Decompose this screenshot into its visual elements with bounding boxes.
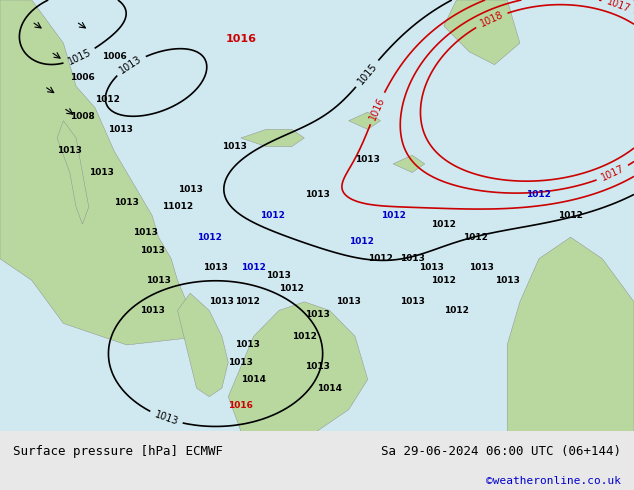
Text: 1012: 1012 — [526, 190, 552, 198]
Text: 1012: 1012 — [558, 211, 583, 220]
Text: 1013: 1013 — [495, 276, 520, 285]
Text: 1012: 1012 — [292, 332, 317, 341]
Text: 1006: 1006 — [101, 51, 127, 61]
Text: 1012: 1012 — [260, 211, 285, 220]
Text: 1013: 1013 — [266, 271, 292, 280]
Polygon shape — [507, 237, 634, 431]
Text: 1013: 1013 — [235, 341, 260, 349]
Text: Sa 29-06-2024 06:00 UTC (06+144): Sa 29-06-2024 06:00 UTC (06+144) — [381, 445, 621, 458]
Polygon shape — [57, 121, 89, 224]
Polygon shape — [228, 302, 368, 431]
Text: 1016: 1016 — [228, 401, 254, 410]
Text: 1013: 1013 — [139, 306, 165, 315]
Text: 1013: 1013 — [108, 125, 133, 134]
Polygon shape — [241, 129, 304, 147]
Text: 1014: 1014 — [317, 384, 342, 392]
Text: 1008: 1008 — [70, 112, 95, 121]
Text: 1013: 1013 — [304, 190, 330, 198]
Text: 1013: 1013 — [469, 263, 495, 272]
Text: 1013: 1013 — [304, 310, 330, 319]
Text: 1012: 1012 — [95, 95, 120, 104]
Text: 1013: 1013 — [336, 297, 361, 306]
Text: 1013: 1013 — [355, 155, 380, 164]
Text: 1012: 1012 — [463, 233, 488, 242]
Text: 1013: 1013 — [209, 297, 235, 306]
Text: 1012: 1012 — [431, 220, 456, 229]
Text: 1015: 1015 — [67, 47, 93, 67]
Text: 1013: 1013 — [118, 54, 143, 75]
Text: 1013: 1013 — [153, 409, 179, 427]
Polygon shape — [393, 155, 425, 172]
Text: 1013: 1013 — [114, 198, 139, 207]
Text: 1017: 1017 — [599, 164, 626, 183]
Text: 1013: 1013 — [399, 297, 425, 306]
Text: 1013: 1013 — [89, 168, 114, 177]
Polygon shape — [349, 112, 380, 129]
Text: 1013: 1013 — [418, 263, 444, 272]
Text: 1012: 1012 — [444, 306, 469, 315]
Text: 1016: 1016 — [368, 95, 387, 122]
Text: 1012: 1012 — [349, 237, 374, 246]
Text: 1013: 1013 — [178, 185, 203, 194]
Text: 1013: 1013 — [57, 147, 82, 155]
Text: 1016: 1016 — [226, 34, 256, 44]
Text: 1012: 1012 — [431, 276, 456, 285]
Text: 1013: 1013 — [399, 254, 425, 263]
Polygon shape — [444, 0, 520, 65]
Polygon shape — [0, 0, 203, 345]
Text: 1013: 1013 — [304, 362, 330, 371]
Text: ©weatheronline.co.uk: ©weatheronline.co.uk — [486, 476, 621, 486]
Text: 1013: 1013 — [228, 358, 254, 367]
Text: 1017: 1017 — [605, 0, 631, 15]
Polygon shape — [178, 293, 228, 397]
Text: 11012: 11012 — [162, 202, 193, 212]
Text: 1013: 1013 — [139, 245, 165, 255]
Text: 1006: 1006 — [70, 73, 95, 82]
Text: 1012: 1012 — [380, 211, 406, 220]
Text: 1012: 1012 — [368, 254, 393, 263]
Text: 1012: 1012 — [235, 297, 260, 306]
Text: 1013: 1013 — [222, 142, 247, 151]
Text: 1012: 1012 — [241, 263, 266, 272]
Text: Surface pressure [hPa] ECMWF: Surface pressure [hPa] ECMWF — [13, 445, 223, 458]
Text: 1012: 1012 — [197, 233, 222, 242]
Text: 1018: 1018 — [478, 10, 505, 29]
Text: 1012: 1012 — [279, 284, 304, 294]
Text: 1013: 1013 — [133, 228, 158, 237]
Text: 1014: 1014 — [241, 375, 266, 384]
Text: 1013: 1013 — [203, 263, 228, 272]
Text: 1013: 1013 — [146, 276, 171, 285]
Text: 1015: 1015 — [356, 61, 379, 86]
